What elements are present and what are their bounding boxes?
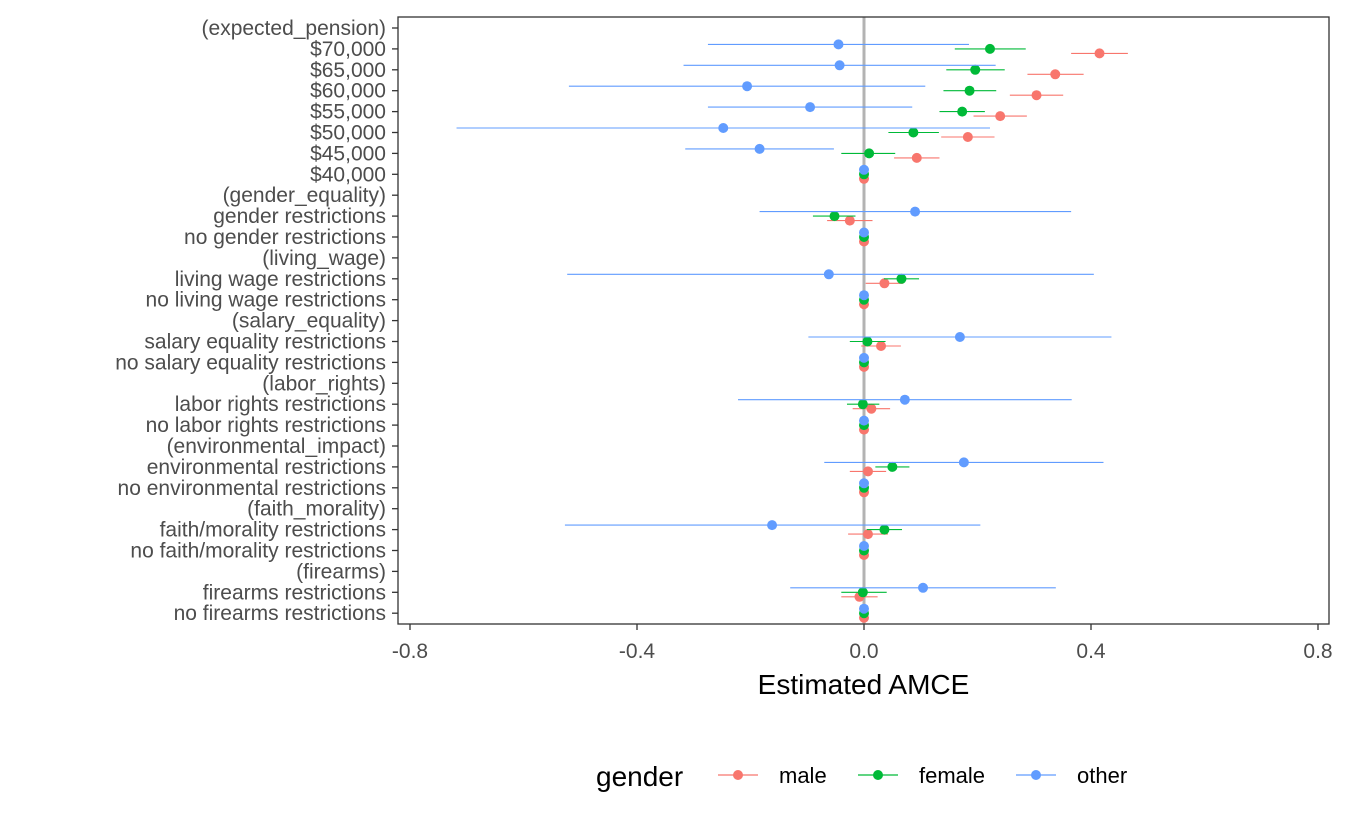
legend-label: female: [919, 763, 985, 788]
data-point: [970, 64, 981, 75]
y-tick-label: $45,000: [310, 142, 386, 165]
data-point: [754, 143, 765, 154]
data-point: [957, 106, 968, 117]
y-tick-label: $40,000: [310, 163, 386, 186]
data-point: [862, 529, 873, 540]
y-tick-label: faith/morality restrictions: [160, 519, 386, 542]
data-point: [958, 457, 969, 468]
legend-item-male: male: [718, 763, 827, 788]
data-point: [954, 332, 965, 342]
data-point: [899, 394, 910, 405]
y-tick-label: (labor_rights): [262, 372, 386, 395]
data-point: [767, 520, 778, 531]
legend-key-point: [733, 770, 743, 780]
y-tick-label: no faith/morality restrictions: [130, 540, 386, 563]
data-point: [910, 206, 921, 217]
y-tick-label: labor rights restrictions: [175, 393, 386, 416]
y-tick-label: no environmental restrictions: [118, 477, 386, 500]
y-tick-label: firearms restrictions: [203, 581, 386, 604]
plot-area: [456, 17, 1128, 624]
data-point: [859, 290, 869, 301]
data-point: [918, 582, 929, 593]
y-tick-label: no firearms restrictions: [174, 602, 386, 625]
data-point: [1050, 69, 1061, 80]
y-tick-label: no gender restrictions: [184, 226, 386, 249]
y-tick-label: $50,000: [310, 122, 386, 145]
x-tick-label: -0.8: [392, 640, 428, 663]
data-point: [859, 541, 869, 551]
data-point: [844, 215, 855, 226]
y-tick-label: (gender_equality): [223, 184, 386, 207]
legend-item-female: female: [858, 763, 985, 788]
y-axis: (expected_pension)$70,000$65,000$60,000$…: [115, 17, 398, 625]
x-tick-label: 0.8: [1303, 640, 1332, 663]
x-tick-label: -0.4: [619, 640, 656, 663]
legend-key-point: [1031, 770, 1041, 780]
data-point: [859, 227, 869, 238]
data-point: [862, 466, 873, 477]
y-tick-label: $65,000: [310, 59, 386, 82]
y-tick-label: no salary equality restrictions: [115, 351, 386, 374]
y-tick-label: environmental restrictions: [147, 456, 386, 479]
data-point: [833, 39, 844, 50]
data-point: [859, 164, 869, 175]
y-tick-label: $70,000: [310, 38, 386, 61]
data-point: [805, 102, 816, 113]
data-point: [995, 111, 1006, 122]
y-tick-label: (salary_equality): [232, 310, 386, 333]
data-point: [823, 269, 834, 280]
data-point: [862, 336, 873, 347]
legend-item-other: other: [1016, 763, 1127, 788]
legend-title: gender: [596, 761, 683, 792]
y-tick-label: salary equality restrictions: [144, 331, 386, 354]
y-tick-label: (faith_morality): [247, 498, 386, 521]
data-point: [742, 81, 753, 92]
y-tick-label: gender restrictions: [213, 205, 386, 228]
data-point: [834, 60, 845, 71]
y-tick-label: (environmental_impact): [167, 435, 386, 458]
data-point: [896, 273, 907, 284]
data-point: [1031, 90, 1042, 101]
data-point: [984, 43, 995, 54]
data-point: [1094, 48, 1105, 59]
y-tick-label: $60,000: [310, 80, 386, 103]
y-tick-label: (living_wage): [262, 247, 386, 270]
data-point: [962, 132, 973, 142]
y-tick-label: (expected_pension): [202, 17, 386, 40]
data-point: [859, 352, 869, 363]
data-point: [879, 524, 890, 535]
data-point: [879, 278, 890, 289]
x-axis: -0.8 -0.4 0.0 0.4 0.8: [392, 624, 1333, 663]
data-point: [857, 399, 868, 410]
data-point: [964, 85, 975, 96]
y-tick-label: no labor rights restrictions: [146, 414, 386, 437]
x-tick-label: 0.0: [849, 640, 878, 663]
y-tick-label: $55,000: [310, 101, 386, 124]
data-point: [887, 461, 898, 472]
data-point: [859, 415, 869, 426]
data-point: [866, 403, 877, 414]
y-tick-label: no living wage restrictions: [146, 289, 386, 312]
y-tick-label: living wage restrictions: [175, 268, 386, 291]
legend: gender male female other: [596, 761, 1127, 792]
data-point: [864, 148, 875, 159]
data-point: [859, 478, 869, 489]
data-point: [876, 341, 887, 351]
legend-label: other: [1077, 763, 1127, 788]
data-point: [908, 127, 919, 138]
data-point: [911, 152, 922, 163]
series-other: [456, 39, 1112, 614]
data-point: [859, 603, 869, 614]
x-axis-title: Estimated AMCE: [758, 669, 970, 700]
data-point: [857, 587, 868, 598]
y-tick-label: (firearms): [296, 560, 386, 583]
x-tick-label: 0.4: [1076, 640, 1106, 663]
legend-label: male: [779, 763, 827, 788]
legend-key-point: [873, 770, 883, 780]
data-point: [829, 211, 840, 222]
data-point: [718, 123, 729, 133]
